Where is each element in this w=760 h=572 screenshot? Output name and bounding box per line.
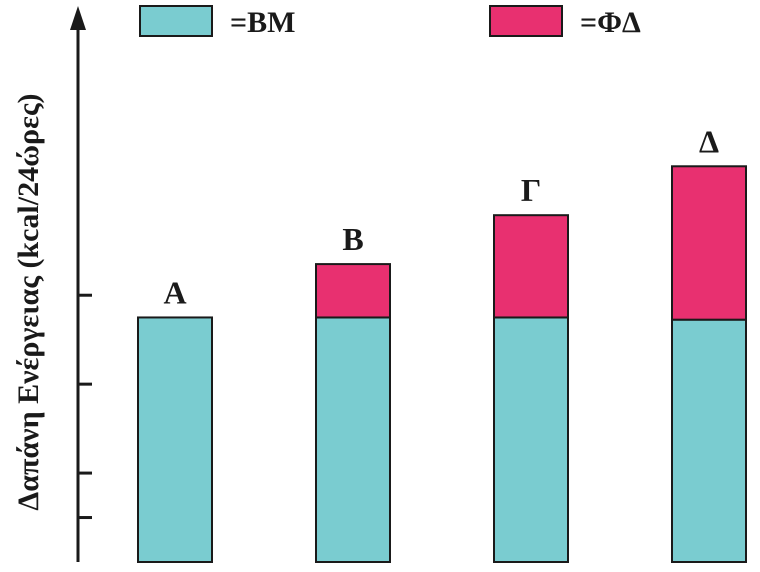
legend-label-bm: =ΒΜ bbox=[230, 6, 295, 39]
bar-labels: Α Β Γ Δ bbox=[163, 123, 719, 310]
legend-swatch-bm bbox=[139, 5, 213, 37]
bar-fd-2 bbox=[315, 263, 391, 319]
bar-fd-3 bbox=[493, 214, 569, 319]
y-axis-arrowhead bbox=[70, 6, 86, 30]
legend: =ΒΜ =ΦΔ bbox=[139, 5, 641, 39]
bar-label-2: Β bbox=[342, 221, 363, 257]
bar-bm-1 bbox=[137, 316, 213, 564]
bar-label-1: Α bbox=[163, 274, 186, 310]
bar-bm-3 bbox=[493, 316, 569, 564]
bars bbox=[137, 165, 747, 564]
bar-label-4: Δ bbox=[699, 123, 719, 159]
bar-label-3: Γ bbox=[521, 172, 541, 208]
bar-bm-4 bbox=[671, 318, 747, 563]
legend-swatch-fd bbox=[489, 5, 563, 37]
y-axis-title: Δαπάνη Ενέργειας (kcal/24ώρες) bbox=[12, 93, 45, 510]
bar-bm-2 bbox=[315, 316, 391, 564]
legend-label-fd: =ΦΔ bbox=[580, 6, 641, 39]
y-axis bbox=[70, 6, 92, 562]
bar-fd-4 bbox=[671, 165, 747, 321]
